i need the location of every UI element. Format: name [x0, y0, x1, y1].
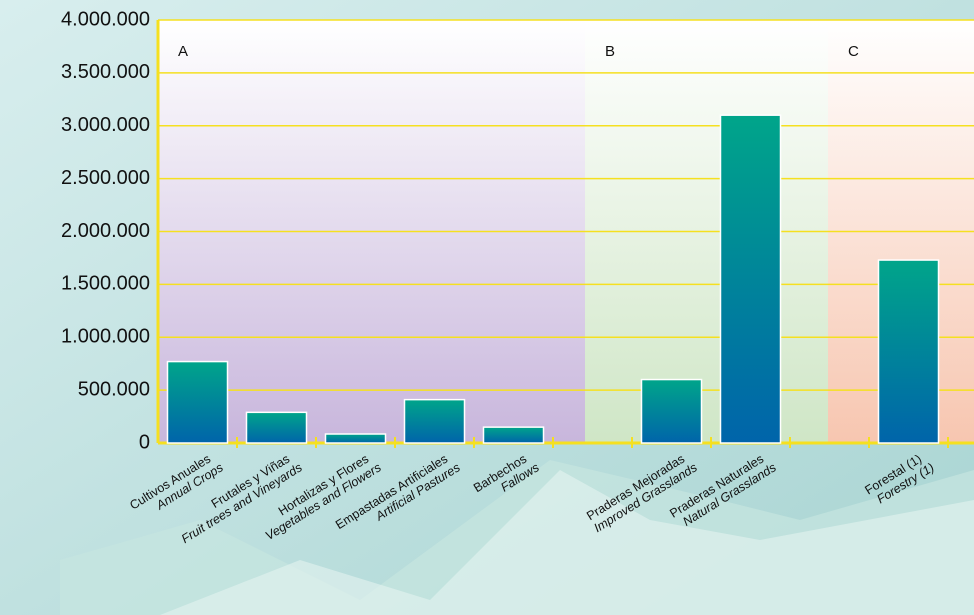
background-shape — [160, 470, 974, 615]
section-label: B — [605, 43, 615, 60]
y-tick-label: 1.500.000 — [61, 273, 150, 295]
bar — [166, 360, 229, 444]
y-tick-label: 500.000 — [78, 378, 150, 400]
bar — [719, 114, 782, 444]
y-tick-label: 0 — [139, 431, 150, 453]
bar — [877, 259, 940, 444]
bar — [403, 398, 466, 444]
section-label: A — [178, 43, 188, 60]
y-tick-label: 2.000.000 — [61, 220, 150, 242]
y-tick-label: 2.500.000 — [61, 167, 150, 189]
bar — [640, 378, 703, 444]
bar — [482, 426, 545, 444]
bar — [324, 433, 387, 444]
y-tick-label: 4.000.000 — [61, 8, 150, 30]
section-label: C — [848, 43, 859, 60]
y-tick-label: 3.000.000 — [61, 114, 150, 136]
y-tick-label: 3.500.000 — [61, 61, 150, 83]
bar — [245, 411, 308, 444]
y-tick-label: 1.000.000 — [61, 326, 150, 348]
